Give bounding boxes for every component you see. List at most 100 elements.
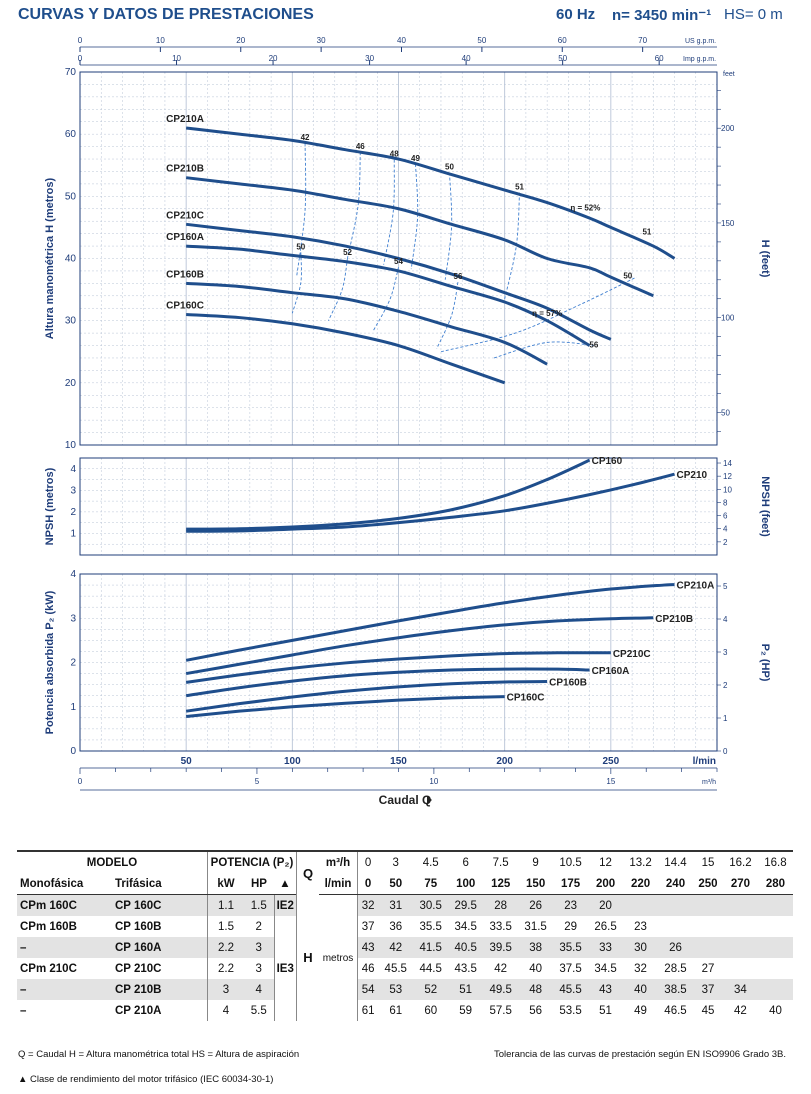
row-h-value: 45.5 bbox=[553, 979, 589, 1000]
efficiency-label: 50 bbox=[623, 272, 632, 281]
row-h-value: 36 bbox=[389, 920, 403, 933]
power-hp-tick-label: 2 bbox=[723, 681, 728, 690]
row-hp: 5.5 bbox=[250, 1004, 267, 1017]
npsh-feet-tick-label: 6 bbox=[723, 512, 728, 521]
row-tri: CP 210B bbox=[112, 979, 208, 1000]
efficiency-label: η = 52% bbox=[570, 204, 600, 213]
row-h-value bbox=[757, 894, 793, 916]
power-chart-frame bbox=[79, 573, 718, 752]
speed-label: n= 3450 min⁻¹ bbox=[612, 7, 712, 24]
h-curve-cp210b bbox=[185, 176, 654, 298]
power-hp-tick-label: 0 bbox=[723, 747, 728, 756]
q-lmin-3: 100 bbox=[448, 873, 484, 895]
row-h-value: 31.5 bbox=[524, 920, 547, 933]
power-curve-cp210b bbox=[185, 616, 654, 676]
power-curve-label: CP160A bbox=[592, 666, 630, 677]
us-gpm-tick-label: 40 bbox=[397, 36, 406, 45]
power-curve-cp210c bbox=[185, 651, 611, 684]
row-h-value: 39.5 bbox=[483, 937, 519, 958]
q-lmin-1: 50 bbox=[378, 873, 414, 895]
npsh-curve-label: CP160 bbox=[592, 456, 623, 467]
power-curve-label: CP160B bbox=[549, 678, 587, 689]
efficiency-label: 56 bbox=[589, 341, 598, 350]
row-h-value bbox=[758, 958, 793, 979]
npsh-ytick-label: 2 bbox=[70, 507, 76, 518]
h-curve-cp160b bbox=[186, 281, 548, 366]
power-ytick-label: 3 bbox=[70, 613, 76, 624]
npsh-ytick-label: 4 bbox=[70, 464, 76, 475]
efficiency-label: 51 bbox=[642, 227, 651, 236]
row-h-value: 38.5 bbox=[658, 979, 693, 1000]
power-curve-label: CP210B bbox=[655, 614, 693, 625]
th-m3h: m³/h bbox=[319, 850, 358, 873]
power-ylabel-right: P₂ (HP) bbox=[759, 644, 771, 682]
h-curve-cp210c bbox=[185, 222, 612, 341]
efficiency-label: 56 bbox=[454, 272, 463, 281]
row-h-value: 23 bbox=[553, 894, 589, 916]
table-row: CPm 160B CP 160B 1.5 2 IE3 37 36 35.5 34.5 33.5 31… bbox=[17, 916, 793, 1021]
h-ytick-label: 20 bbox=[65, 378, 77, 389]
power-curve-label: CP210C bbox=[613, 649, 651, 660]
power-hp-tick-label: 3 bbox=[723, 648, 728, 657]
q-lmin-5: 150 bbox=[518, 873, 554, 895]
power-ytick-label: 4 bbox=[70, 569, 76, 580]
performance-charts: 0 10 20 30 40 50 60 70 US g.p.m.0 10 20 30 40 50 60 Imp… bbox=[44, 36, 771, 807]
row-h-value: 51 bbox=[599, 1004, 612, 1017]
h-chart-frame bbox=[79, 71, 718, 446]
q-m3h-9: 14.4 bbox=[658, 850, 693, 873]
row-h-value: 27 bbox=[701, 962, 715, 975]
row-hp: 3 bbox=[255, 962, 262, 975]
row-kw: 2.2 bbox=[207, 958, 244, 979]
imp-gpm-tick-label: 20 bbox=[269, 54, 278, 63]
q-lmin-12: 280 bbox=[757, 873, 793, 895]
h-curve-label: CP160C bbox=[166, 300, 204, 311]
row-hp: 1.5 bbox=[244, 894, 274, 916]
efficiency-label: 54 bbox=[394, 257, 403, 266]
row-mono: CPm 210C bbox=[20, 962, 77, 975]
efficiency-isoline bbox=[372, 267, 399, 332]
q-m3h-12: 16.8 bbox=[757, 850, 793, 873]
q-lmin-4: 125 bbox=[483, 873, 519, 895]
row-h-value: 54 bbox=[357, 979, 379, 1000]
row-h-value bbox=[757, 937, 793, 958]
q-m3h-6: 10.5 bbox=[553, 850, 589, 873]
frequency-label: 60 Hz bbox=[556, 6, 596, 23]
h-feet-tick-label: 150 bbox=[721, 219, 735, 228]
row-h-value bbox=[658, 916, 693, 937]
q-lmin-6: 175 bbox=[553, 873, 589, 895]
row-h-value: 40.5 bbox=[448, 937, 484, 958]
efficiency-label: 42 bbox=[301, 133, 310, 142]
row-h-value: 20 bbox=[588, 894, 624, 916]
power-curve-cp160b bbox=[185, 680, 548, 713]
row-h-value bbox=[722, 894, 758, 916]
row-h-value: 30 bbox=[623, 937, 659, 958]
h-ylabel: Altura manométrica H (metros) bbox=[44, 177, 56, 339]
npsh-ylabel-right: NPSH (feet) bbox=[759, 476, 771, 537]
row-h-value: 42 bbox=[378, 937, 414, 958]
efficiency-label: 49 bbox=[411, 154, 420, 163]
row-tri: CP 160A bbox=[112, 937, 208, 958]
power-curve-label: CP160C bbox=[507, 693, 545, 704]
row-h-value: 53.5 bbox=[559, 1004, 582, 1017]
header: CURVAS Y DATOS DE PRESTACIONES 60 Hz n= … bbox=[0, 0, 811, 30]
npsh-feet-tick-label: 10 bbox=[723, 485, 732, 494]
table-row: CPm 210C CP 210C 2.2 3 46 45.5 44.5 43.5 42 40 37.… bbox=[17, 958, 793, 979]
h-curve-label: CP210B bbox=[166, 164, 204, 175]
efficiency-label: 46 bbox=[356, 142, 365, 151]
efficiency-isoline bbox=[383, 159, 395, 265]
row-h-value: 33 bbox=[588, 937, 624, 958]
row-h-value: 46.5 bbox=[664, 1004, 687, 1017]
power-ylabel: Potencia absorbida P₂ (kW) bbox=[44, 590, 56, 734]
row-hp: 2 bbox=[255, 920, 262, 933]
m3h-tick-label: 5 bbox=[255, 777, 260, 786]
row-h-value: 45.5 bbox=[384, 962, 407, 975]
table-row: – CP 210B 3 4 54 53 52 51 49.5 48 45.5 43 40 38.5 37 34 bbox=[17, 979, 793, 1000]
npsh-feet-tick-label: 8 bbox=[723, 498, 728, 507]
us-gpm-tick-label: 50 bbox=[477, 36, 486, 45]
us-gpm-tick-label: 30 bbox=[317, 36, 326, 45]
q-lmin-10: 250 bbox=[692, 873, 723, 895]
th-q: Q bbox=[296, 850, 319, 895]
page-title: CURVAS Y DATOS DE PRESTACIONES bbox=[18, 6, 314, 23]
row-mono: CPm 160B bbox=[20, 920, 77, 933]
row-tri: CP 160C bbox=[112, 894, 208, 916]
